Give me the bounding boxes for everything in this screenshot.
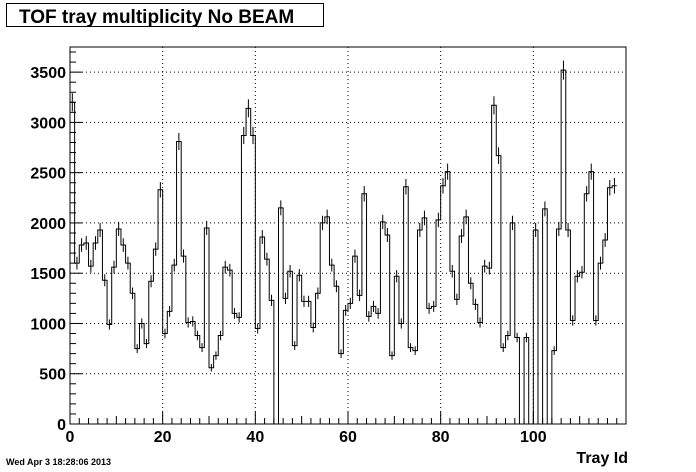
y-tick-label: 2500 [30, 166, 66, 183]
y-tick-label: 2000 [30, 216, 66, 233]
y-tick-label: 1500 [30, 266, 66, 283]
y-tick-label: 500 [39, 367, 66, 384]
x-tick-label: 60 [339, 429, 357, 446]
y-tick-label: 3000 [30, 115, 66, 132]
x-tick-label: 20 [154, 429, 172, 446]
x-tick-label: 100 [520, 429, 547, 446]
x-tick-label: 80 [432, 429, 450, 446]
y-tick-label: 0 [57, 417, 66, 434]
x-tick-label: 0 [66, 429, 75, 446]
x-tick-label: 40 [246, 429, 264, 446]
y-tick-label: 1000 [30, 316, 66, 333]
chart-title: TOF tray multiplicity No BEAM [19, 7, 295, 28]
timestamp-label: Wed Apr 3 18:28:06 2013 [6, 457, 112, 467]
histogram-series [69, 69, 617, 425]
axes: 0 500 1000 1500 2000 2500 3000 3500 0 20 40 60 80 100 [30, 51, 627, 446]
y-tick-label: 3500 [30, 65, 66, 82]
x-axis-label: Tray Id [576, 450, 628, 467]
chart-title-box: TOF tray multiplicity No BEAM [6, 3, 324, 28]
histogram-bins [71, 60, 615, 372]
